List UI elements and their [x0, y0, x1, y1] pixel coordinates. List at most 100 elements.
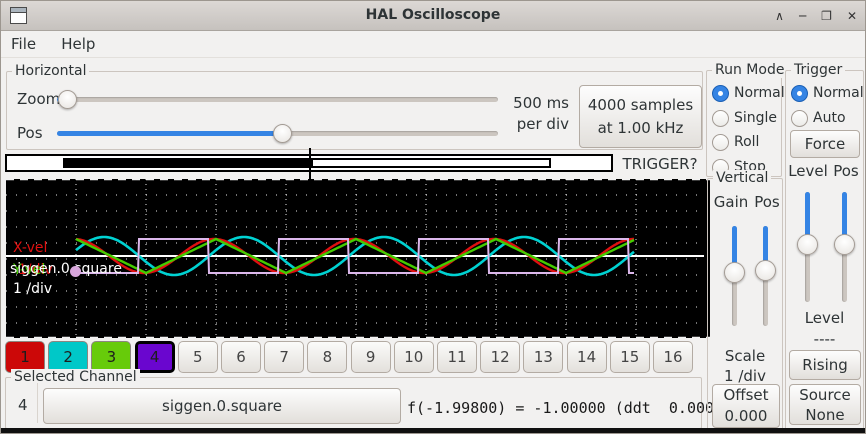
channel-button-12[interactable]: 12	[480, 341, 521, 373]
scope-label-selected-name: siggen.0.square	[10, 261, 122, 277]
title-bar[interactable]: HAL Oscilloscope ∧ ─ ❐ ✕	[1, 1, 865, 31]
minimize-button[interactable]: ─	[798, 9, 807, 23]
channel-name-button[interactable]: siggen.0.square	[43, 388, 401, 424]
timebase-per-div-2: per div	[516, 115, 569, 133]
trigger-level-marker[interactable]	[70, 266, 81, 277]
timebase-per-div: 500 ms	[513, 94, 569, 112]
samples-button[interactable]: 4000 samples at 1.00 kHz	[579, 85, 702, 148]
trace-siggen.0.square	[76, 238, 634, 274]
selected-channel-group: Selected Channel 4 siggen.0.square f(-1.…	[5, 369, 741, 429]
channel-button-row: 1 2 3 4 5 6 7 8 9 10 11 12 13 14 15 16	[5, 341, 705, 373]
vertical-scale-value: 1 /div	[724, 367, 766, 385]
channel-button-4[interactable]: 4	[134, 341, 175, 373]
horizontal-group: Horizontal	[6, 63, 703, 150]
run-mode-roll[interactable]: Roll	[712, 132, 759, 152]
trigger-source-line2: None	[805, 405, 845, 424]
channel-button-5[interactable]: 5	[177, 341, 218, 373]
trace-Y-vel	[75, 237, 635, 275]
scope-label-ch2-name: Y-vel	[13, 262, 46, 278]
samples-line1: 4000 samples	[587, 95, 694, 114]
trigger-source-button[interactable]: Source None	[789, 384, 861, 425]
window-title: HAL Oscilloscope	[365, 7, 501, 23]
channel-button-10[interactable]: 10	[393, 341, 434, 373]
menu-file[interactable]: File	[11, 35, 37, 53]
trace-Y-vel-cyan	[75, 235, 635, 277]
trigger-level-readout-value: ----	[813, 330, 836, 348]
trigger-pos-slider-handle[interactable]	[834, 234, 855, 255]
radio-selected-icon[interactable]	[712, 84, 729, 102]
vertical-offset-button[interactable]: Offset 0.000	[712, 384, 780, 428]
record-filled-segment	[63, 158, 311, 168]
selected-channel-group-label: Selected Channel	[11, 369, 140, 385]
vertical-scale-label: Scale	[724, 347, 766, 365]
horizontal-group-label: Horizontal	[12, 63, 90, 79]
channel-button-13[interactable]: 13	[523, 341, 564, 373]
run-mode-normal[interactable]: Normal	[712, 83, 785, 103]
channel-button-11[interactable]: 11	[437, 341, 477, 373]
channel-button-7[interactable]: 7	[264, 341, 305, 373]
channel-value-readout: f(-1.99800) = -1.00000 (ddt 0.00000)	[407, 399, 742, 417]
menu-bar: File Help	[1, 32, 865, 58]
force-button[interactable]: Force	[790, 130, 860, 158]
app-icon	[10, 7, 27, 24]
vertical-pos-label: Pos	[754, 193, 780, 211]
zoom-slider-track[interactable]	[57, 97, 498, 102]
vertical-gain-slider-fill	[732, 226, 737, 264]
trigger-group: Trigger Normal Auto Force Level Pos Level…	[785, 62, 864, 431]
offset-line1: Offset	[723, 386, 769, 404]
trigger-status-label: TRIGGER?	[622, 155, 698, 173]
radio-unselected-icon[interactable]	[712, 133, 729, 151]
trigger-level-slider-fill	[805, 192, 810, 240]
run-mode-single[interactable]: Single	[712, 108, 777, 128]
pos-slider-fill	[57, 131, 282, 136]
radio-unselected-icon[interactable]	[712, 109, 729, 127]
shade-button[interactable]: ∧	[775, 9, 784, 23]
trigger-mode-options: Normal Auto	[786, 71, 864, 430]
scope-label-ch1-scale: 1/div	[18, 262, 53, 278]
trigger-position-tick	[309, 148, 311, 180]
vertical-pos-slider-handle[interactable]	[755, 260, 776, 281]
channel-button-16[interactable]: 16	[653, 341, 693, 373]
scope-display[interactable]: X-vel 1/div Y-vel siggen.0.square 1 /div	[6, 179, 710, 338]
channel-button-9[interactable]: 9	[350, 341, 391, 373]
menu-help[interactable]: Help	[61, 35, 96, 53]
trigger-level-readout-label: Level	[804, 309, 845, 327]
trigger-mode-auto[interactable]: Auto	[791, 108, 846, 128]
record-pretrigger-segment	[311, 158, 551, 168]
radio-selected-icon[interactable]	[791, 84, 808, 102]
channel-button-2[interactable]: 2	[48, 341, 89, 373]
vertical-pos-slider-fill	[763, 226, 768, 262]
trigger-level-slider-handle[interactable]	[797, 234, 818, 255]
pos-slider-handle[interactable]	[273, 124, 292, 143]
trigger-group-label: Trigger	[791, 62, 846, 78]
trigger-pos-column-label: Pos	[833, 162, 859, 180]
channel-button-14[interactable]: 14	[566, 341, 607, 373]
radio-label: Normal	[734, 85, 785, 101]
zoom-slider-label: Zoom	[17, 90, 61, 108]
channel-button-6[interactable]: 6	[221, 341, 261, 373]
samples-line2: at 1.00 kHz	[597, 118, 684, 137]
scope-label-selected-scale: 1 /div	[13, 281, 53, 297]
trigger-source-line1: Source	[799, 385, 851, 404]
radio-label: Single	[734, 110, 778, 126]
timebase-readout: 500 ms per div	[506, 93, 569, 135]
channel-button-15[interactable]: 15	[609, 341, 650, 373]
run-mode-group: Run Mode Normal Single Roll Stop	[706, 62, 788, 177]
selected-channel-number: 4	[18, 396, 28, 414]
trigger-edge-button[interactable]: Rising	[789, 350, 861, 380]
channel-button-1[interactable]: 1	[5, 341, 45, 373]
maximize-button[interactable]: ❐	[821, 9, 832, 23]
radio-unselected-icon[interactable]	[791, 109, 808, 127]
channel-button-3[interactable]: 3	[91, 341, 132, 373]
channel-button-8[interactable]: 8	[307, 341, 348, 373]
zoom-slider-handle[interactable]	[58, 90, 77, 109]
run-mode-group-label: Run Mode	[712, 62, 788, 78]
radio-label: Normal	[813, 85, 864, 101]
vertical-gain-slider-handle[interactable]	[724, 262, 745, 283]
pos-slider-label: Pos	[17, 124, 43, 142]
trigger-mode-normal[interactable]: Normal	[791, 83, 864, 103]
window-bottom-edge	[1, 428, 865, 433]
close-button[interactable]: ✕	[846, 9, 857, 23]
offset-line2: 0.000	[724, 407, 768, 425]
